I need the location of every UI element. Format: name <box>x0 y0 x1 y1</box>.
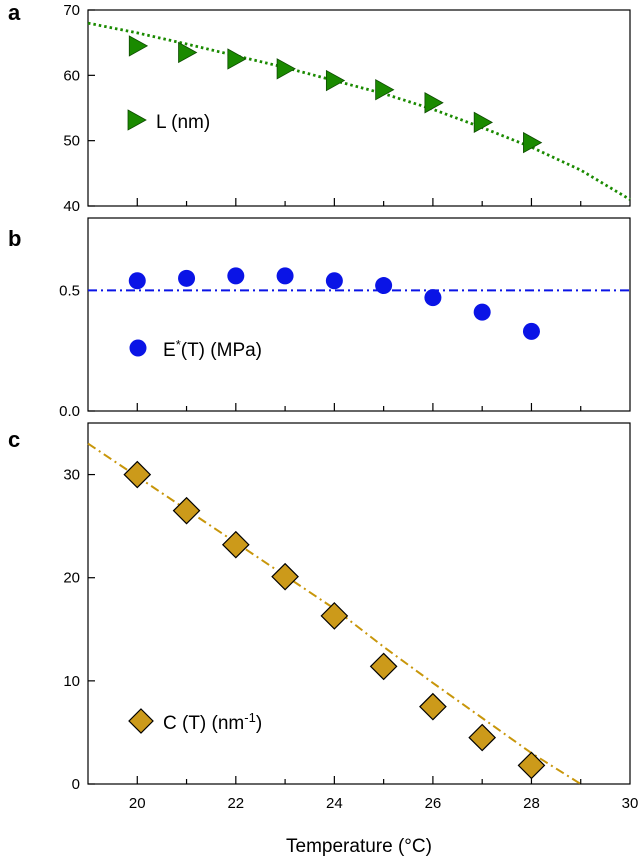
panel-a-point-8 <box>523 131 543 154</box>
x-tick-label-3: 26 <box>425 795 442 812</box>
panel-b-x-ticks <box>136 403 582 411</box>
panel-b-point-7 <box>473 303 491 321</box>
panel-c-y-tick-label-2: 20 <box>63 570 80 587</box>
panel-a-frame <box>87 9 631 207</box>
x-tick-label-1: 22 <box>227 795 244 812</box>
panel-c-label: c <box>8 427 20 452</box>
panel-a-point-1 <box>178 41 198 64</box>
panel-a-point-3 <box>276 58 296 80</box>
panel-c-point-6 <box>419 692 447 721</box>
x-tick-label-0: 20 <box>129 795 146 812</box>
panel-b-point-6 <box>424 289 442 307</box>
panel-a-data-points <box>128 35 543 154</box>
panel-a-point-0 <box>128 35 149 57</box>
panel-b-point-2 <box>227 267 245 285</box>
panel-b-point-0 <box>128 272 146 290</box>
panel-c-data-points <box>123 460 546 780</box>
panel-a-point-7 <box>473 111 494 134</box>
panel-a-label: a <box>8 0 21 25</box>
panel-a-point-4 <box>325 69 346 92</box>
x-tick-label-4: 28 <box>523 795 540 812</box>
panel-b-point-5 <box>375 277 393 295</box>
panel-b-data-points <box>128 267 540 340</box>
panel-b-point-3 <box>276 267 294 285</box>
panel-b-y-ticks: 0.0 0.5 <box>59 282 95 420</box>
panel-b-legend: E*(T) (MPa) <box>129 337 262 362</box>
panel-b-y-tick-label-0: 0.0 <box>59 403 80 420</box>
panel-b-label: b <box>8 226 21 251</box>
panel-c-point-5 <box>369 652 398 681</box>
panel-c-point-8 <box>517 751 546 780</box>
panel-a-point-5 <box>375 79 395 101</box>
panel-c-frame <box>87 422 631 785</box>
panel-c-legend-text: C (T) (nm-1) <box>163 710 262 735</box>
panel-b-point-4 <box>325 272 343 290</box>
panel-a: a 40 50 60 70 L (nm) <box>8 0 631 215</box>
panel-c-fit-path <box>87 442 582 785</box>
panel-c-x-ticks: 20 22 24 26 28 30 <box>129 776 638 812</box>
panel-a-legend-marker <box>127 109 147 131</box>
panel-c-y-ticks: 0 10 20 30 <box>63 467 95 793</box>
panel-c-point-2 <box>221 530 250 559</box>
panel-c-legend-marker <box>128 708 154 734</box>
panel-a-point-6 <box>424 92 444 114</box>
panel-a-legend-text: L (nm) <box>156 112 210 133</box>
panel-a-y-tick-label-1: 50 <box>63 133 80 150</box>
panel-a-y-tick-label-3: 70 <box>63 2 80 19</box>
x-axis-title: Temperature (°C) <box>286 836 432 857</box>
panel-c-point-1 <box>172 496 201 525</box>
panel-c-fit-line <box>87 442 582 785</box>
x-tick-label-2: 24 <box>326 795 343 812</box>
panel-b-point-1 <box>178 269 196 287</box>
panel-c-point-7 <box>468 723 497 752</box>
panel-a-legend: L (nm) <box>127 109 210 133</box>
panel-a-point-2 <box>227 48 247 70</box>
panel-c-legend: C (T) (nm-1) <box>128 708 262 735</box>
x-tick-label-5: 30 <box>622 795 639 812</box>
panel-b: b 0.0 0.5 E*(T) (MPa) <box>8 217 631 420</box>
panel-c: c 0 10 20 30 20 22 24 26 28 30 C (T) (nm-1) Temp… <box>8 422 638 857</box>
panel-b-frame <box>87 217 631 412</box>
panel-a-y-tick-label-0: 40 <box>63 198 80 215</box>
panel-b-y-tick-label-1: 0.5 <box>59 282 80 299</box>
panel-c-point-0 <box>123 460 152 489</box>
panel-b-legend-marker <box>129 339 147 357</box>
panel-b-legend-text: E*(T) (MPa) <box>163 337 262 362</box>
panel-c-point-3 <box>271 562 299 591</box>
panel-a-x-ticks <box>136 198 582 206</box>
panel-c-point-4 <box>320 602 349 630</box>
panel-c-y-tick-label-3: 30 <box>63 467 80 484</box>
panel-c-y-tick-label-0: 0 <box>72 776 80 793</box>
panel-b-point-8 <box>522 322 540 340</box>
panel-a-y-ticks: 40 50 60 70 <box>63 2 95 215</box>
panel-a-y-tick-label-2: 60 <box>63 67 80 84</box>
panel-c-y-tick-label-1: 10 <box>63 673 80 690</box>
